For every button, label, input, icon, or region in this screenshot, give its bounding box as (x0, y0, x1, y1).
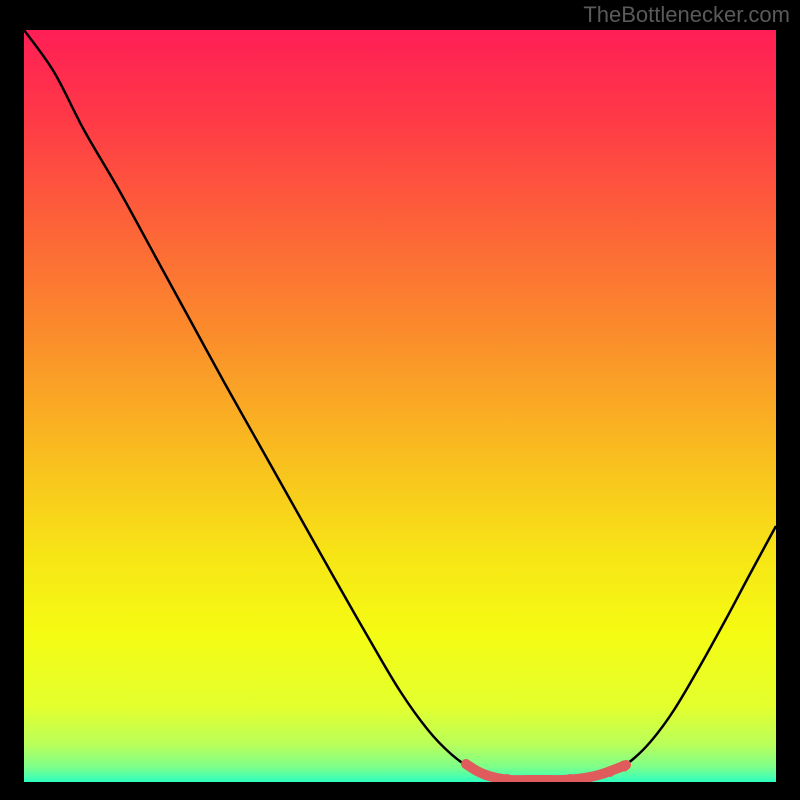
chart-container: TheBottlenecker.com (0, 0, 800, 800)
chart-svg (24, 30, 776, 782)
chart-background (24, 30, 776, 782)
plot-area (24, 30, 776, 782)
attribution-label: TheBottlenecker.com (583, 2, 790, 28)
